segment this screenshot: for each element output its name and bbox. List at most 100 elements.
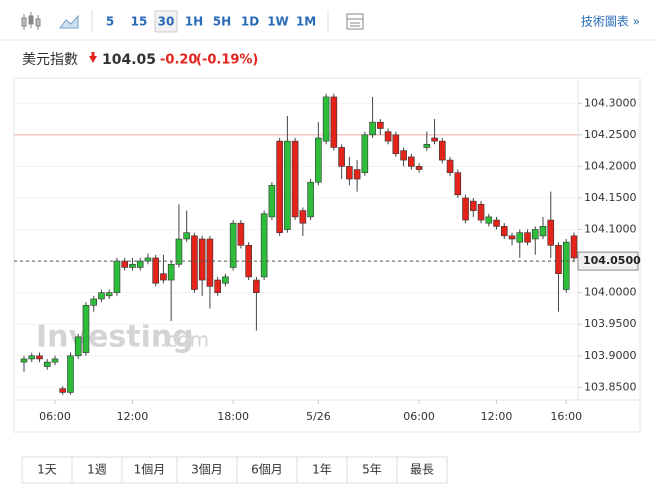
candle-body — [562, 241, 570, 290]
last-price-label: 104.0500 — [583, 254, 641, 267]
candle-body — [469, 200, 477, 211]
interval-button[interactable]: 1W — [267, 15, 289, 29]
range-button-box[interactable] — [176, 456, 238, 484]
range-button-box[interactable] — [396, 456, 448, 484]
x-tick-label: 5/26 — [306, 410, 331, 423]
candle-body — [253, 279, 260, 293]
candle-body — [508, 235, 516, 240]
candle-body — [237, 222, 245, 246]
candle-body — [299, 210, 307, 224]
y-tick-label: 104.1000 — [584, 223, 637, 236]
candle-body — [291, 140, 299, 218]
candle-body — [361, 134, 369, 174]
range-button[interactable]: 最長 — [410, 463, 434, 477]
x-tick-label: 06:00 — [403, 410, 435, 423]
candle-body — [315, 137, 322, 183]
candle-body — [198, 238, 206, 281]
candle-body — [516, 232, 524, 243]
candle-body — [570, 235, 578, 259]
candle-body — [136, 260, 144, 268]
candle-body — [206, 238, 214, 287]
chart-link[interactable]: 技術圖表 » — [581, 15, 640, 29]
interval-button[interactable]: 5 — [106, 15, 114, 29]
candle-body — [524, 232, 531, 243]
candle-body — [67, 355, 74, 393]
candle-body — [214, 279, 221, 293]
candle-body — [51, 358, 59, 363]
range-button[interactable]: 6個月 — [251, 463, 283, 477]
candle-body — [539, 226, 547, 237]
candle-body — [353, 169, 361, 180]
y-tick-label: 104.0000 — [584, 286, 637, 299]
y-tick-label: 104.2000 — [584, 159, 637, 172]
range-button[interactable]: 1年 — [312, 463, 332, 477]
candle-body — [392, 134, 400, 155]
interval-button[interactable]: 1M — [296, 15, 316, 29]
candle-body — [113, 260, 121, 293]
candle-body — [82, 304, 90, 353]
candle-body — [268, 185, 276, 218]
y-tick-label: 103.9000 — [584, 349, 637, 362]
interval-button[interactable]: 1D — [241, 15, 259, 29]
interval-button[interactable]: 30 — [158, 15, 175, 29]
y-tick-label: 104.1500 — [584, 191, 637, 204]
change: -0.20 — [160, 53, 197, 68]
x-tick-label: 12:00 — [481, 410, 513, 423]
candle-body — [74, 336, 82, 357]
instrument-name: 美元指數 — [22, 52, 78, 68]
candle-body — [346, 166, 353, 180]
candle-body — [415, 166, 423, 170]
candle-body — [485, 216, 493, 224]
y-tick-label: 103.9500 — [584, 317, 637, 330]
candle-body — [167, 263, 175, 281]
candle-body — [229, 222, 237, 268]
candle-body — [408, 156, 415, 167]
range-button-box[interactable] — [21, 456, 73, 484]
candle-body — [439, 140, 446, 161]
interval-button[interactable]: 15 — [131, 15, 148, 29]
down-arrow — [89, 56, 97, 63]
watermark: Investing — [36, 320, 194, 355]
range-button[interactable]: 5年 — [362, 463, 382, 477]
change-pct: (-0.19%) — [196, 53, 258, 68]
range-button[interactable]: 1天 — [37, 463, 57, 477]
candle-body — [191, 235, 198, 290]
active-interval — [154, 10, 178, 33]
interval-button[interactable]: 1H — [185, 15, 203, 29]
last-price-box — [577, 251, 639, 271]
candle-body — [260, 213, 268, 278]
candle-body — [423, 143, 431, 148]
candle-body — [105, 292, 113, 297]
candle-body — [369, 121, 376, 136]
range-button-box[interactable] — [296, 456, 348, 484]
candle-body — [183, 232, 190, 240]
toolbar — [0, 10, 656, 41]
candle-body — [462, 197, 469, 221]
candle-body — [59, 388, 67, 393]
candle-body — [276, 140, 283, 233]
down-arrow-stem — [91, 52, 95, 57]
range-button-box[interactable] — [71, 456, 123, 484]
candle-body — [555, 245, 562, 275]
candle-body — [152, 257, 159, 284]
chart-frame — [13, 77, 641, 433]
area-icon[interactable] — [59, 14, 79, 29]
candle-body — [547, 219, 555, 246]
candle-body — [493, 219, 500, 227]
range-button[interactable]: 3個月 — [191, 463, 223, 477]
candle-body — [129, 263, 136, 268]
y-tick-label: 104.3000 — [584, 96, 637, 109]
range-button[interactable]: 1週 — [87, 463, 107, 477]
x-tick-label: 18:00 — [217, 410, 249, 423]
range-button[interactable]: 1個月 — [134, 463, 166, 477]
candle-body — [307, 181, 314, 218]
candle-body — [377, 121, 384, 129]
candle-body — [500, 226, 508, 237]
interval-button[interactable]: 5H — [213, 15, 231, 29]
table-icon[interactable] — [346, 13, 364, 30]
candle-body — [43, 361, 51, 367]
candle-body — [284, 140, 291, 230]
candle-body — [431, 137, 438, 142]
candle-icon[interactable] — [21, 12, 41, 30]
candle-body — [400, 150, 407, 161]
